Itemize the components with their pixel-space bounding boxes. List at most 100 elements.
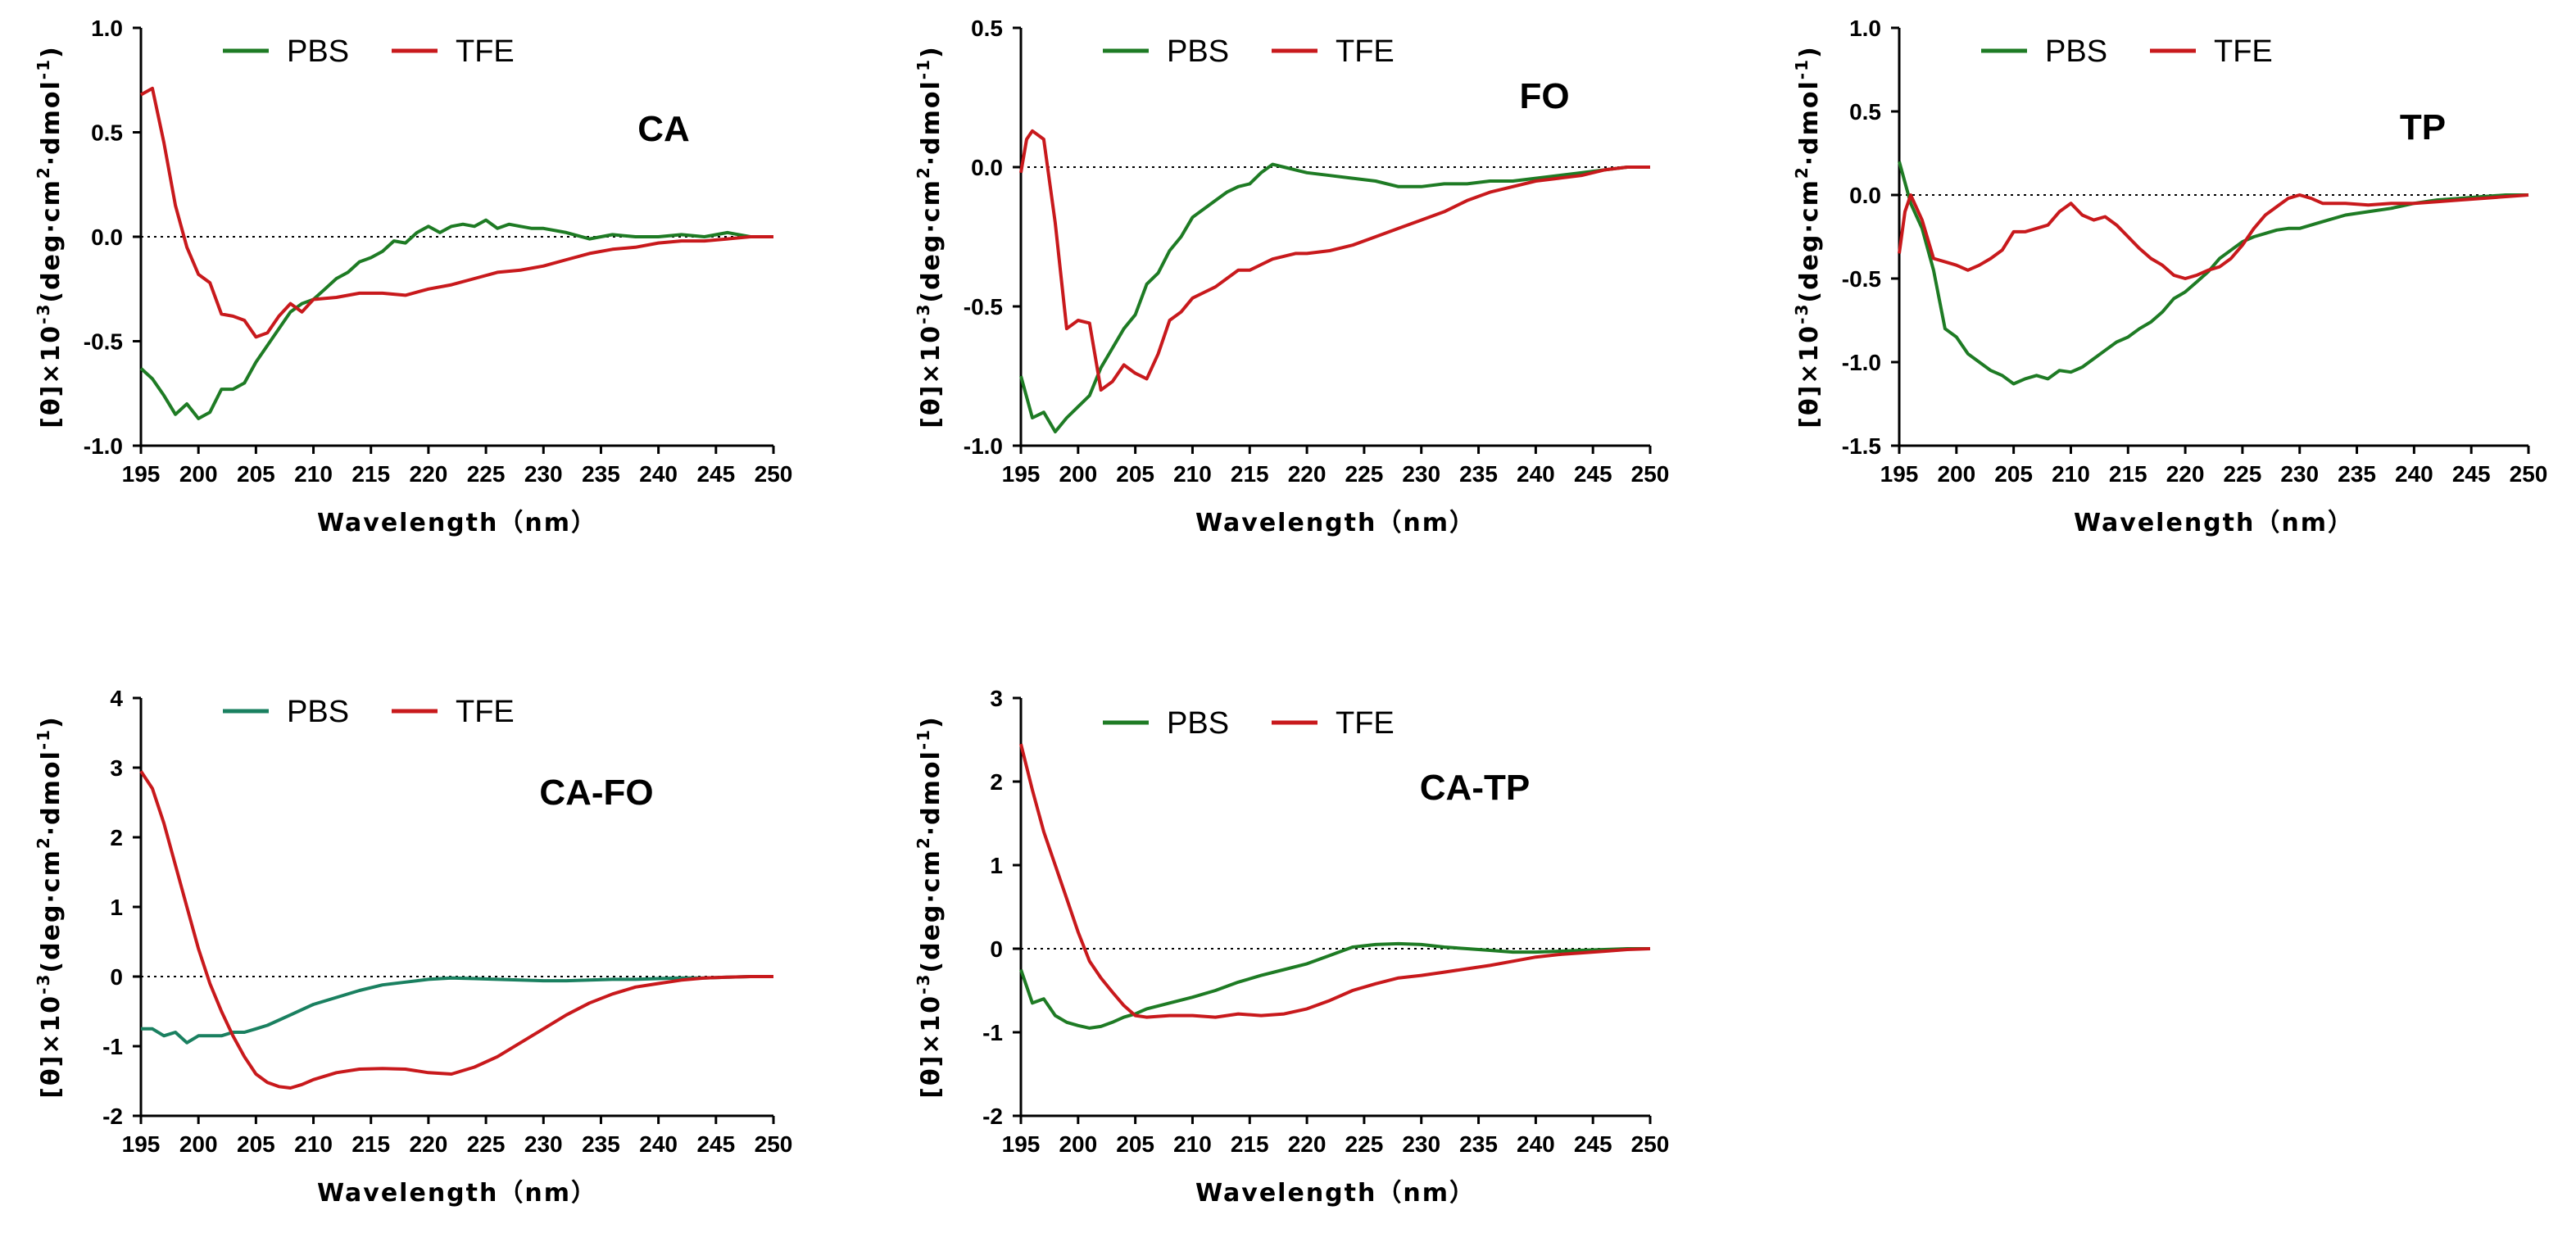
chart-panel-ca: 195 200 205 210 215 220 225 230 235 240 245 250 1.0 0…	[34, 16, 792, 537]
x-tick-label: 220	[1288, 461, 1327, 487]
x-axis-title: Wavelength（nm）	[317, 1179, 597, 1208]
x-tick-label: 250	[755, 461, 793, 487]
chart-panel-ca-tp: 195 200 205 210 215 220 225 230 235 240 245 2503210…	[914, 686, 1669, 1208]
series-line-pbs	[141, 975, 773, 1045]
y-tick-label: 0	[990, 936, 1003, 962]
panel-label: TP	[2400, 107, 2446, 147]
legend-label-tfe: TFE	[456, 34, 515, 69]
x-axis-title: Wavelength（nm）	[1195, 509, 1476, 537]
x-tick-label: 220	[2166, 461, 2205, 487]
x-tick-label: 230	[524, 461, 563, 487]
x-tick-label: 220	[410, 1131, 448, 1157]
legend: PBS TFE	[1981, 34, 2273, 69]
y-tick-label: 1	[110, 895, 123, 920]
panel-label: FO	[1519, 76, 1569, 116]
x-tick-label: 195	[1880, 461, 1919, 487]
x-tick-label: 205	[237, 1131, 275, 1157]
x-tick-label: 250	[2510, 461, 2548, 487]
series-line-pbs	[1898, 161, 2528, 386]
x-tick-label: 210	[2052, 461, 2090, 487]
x-tick-label: 200	[179, 1131, 218, 1157]
legend-label-tfe: TFE	[456, 695, 515, 729]
y-tick-label: 0.0	[91, 224, 123, 250]
y-tick-label: -0.5	[964, 294, 1003, 320]
y-tick-label: -2	[982, 1104, 1003, 1129]
x-tick-label: 215	[1231, 461, 1269, 487]
x-tick-label: 200	[1059, 461, 1097, 487]
legend: PBS TFE	[1103, 34, 1395, 69]
x-axis-title: Wavelength（nm）	[1195, 1179, 1476, 1208]
x-tick-label: 195	[1002, 461, 1041, 487]
x-tick-label: 230	[1402, 461, 1440, 487]
x-tick-label: 245	[1574, 461, 1612, 487]
x-tick-label: 215	[2109, 461, 2147, 487]
legend-label-pbs: PBS	[1167, 706, 1229, 741]
x-tick-label: 205	[1116, 461, 1154, 487]
panel-label: CA-FO	[539, 773, 653, 813]
x-tick-label: 240	[2395, 461, 2433, 487]
x-tick-label: 240	[1517, 461, 1555, 487]
series-line-pbs	[1019, 162, 1650, 433]
x-tick-label: 235	[1459, 1131, 1498, 1157]
x-axis-title: Wavelength（nm）	[317, 509, 597, 537]
x-tick-label: 245	[696, 461, 735, 487]
panel-label: CA	[637, 109, 690, 149]
x-tick-label: 200	[1937, 461, 1975, 487]
series-line-tfe	[1019, 129, 1650, 392]
x-tick-label: 245	[2452, 461, 2491, 487]
x-tick-label: 250	[1631, 1131, 1670, 1157]
y-tick-label: 1.0	[1849, 16, 1881, 41]
y-tick-label: 0	[110, 964, 123, 990]
y-tick-label: 0.5	[1849, 99, 1881, 125]
x-tick-label: 225	[1345, 1131, 1384, 1157]
y-tick-label: 0.0	[971, 155, 1003, 180]
x-tick-label: 250	[1631, 461, 1670, 487]
y-tick-label: -1.0	[1842, 350, 1881, 375]
x-tick-label: 210	[1173, 1131, 1212, 1157]
y-tick-label: 0.5	[91, 120, 123, 146]
x-tick-label: 225	[2224, 461, 2262, 487]
x-tick-label: 205	[1994, 461, 2033, 487]
y-tick-label: 4	[110, 686, 123, 711]
y-axis-title: [θ]×10-3(deg·cm2·dmol-1)	[1792, 45, 1824, 428]
x-tick-label: 195	[122, 1131, 161, 1157]
y-tick-label: 0.5	[971, 16, 1003, 41]
y-tick-label: 2	[110, 825, 123, 850]
x-tick-label: 215	[351, 461, 390, 487]
y-tick-label: 3	[110, 755, 123, 781]
y-axis-title: [θ]×10-3(deg·cm2·dmol-1)	[914, 45, 946, 428]
legend: PBS TFE	[1103, 706, 1395, 741]
x-tick-label: 205	[237, 461, 275, 487]
x-tick-label: 195	[1002, 1131, 1041, 1157]
y-tick-label: -1.0	[84, 433, 123, 459]
x-tick-label: 235	[1459, 461, 1498, 487]
x-tick-label: 250	[755, 1131, 793, 1157]
legend-label-pbs: PBS	[287, 34, 349, 69]
x-tick-label: 215	[351, 1131, 390, 1157]
x-tick-label: 210	[294, 461, 333, 487]
y-tick-label: -1.5	[1842, 433, 1881, 459]
x-tick-label: 210	[1173, 461, 1212, 487]
legend: PBS TFE	[223, 695, 515, 729]
x-tick-label: 235	[582, 1131, 620, 1157]
series-line-tfe	[139, 770, 773, 1090]
y-tick-label: -1	[102, 1034, 123, 1059]
x-tick-label: 215	[1231, 1131, 1269, 1157]
series-line-tfe	[1898, 193, 2529, 280]
x-tick-label: 230	[1402, 1131, 1440, 1157]
y-axis-title: [θ]×10-3(deg·cm2·dmol-1)	[914, 715, 946, 1098]
x-tick-label: 225	[467, 1131, 506, 1157]
panel-label: CA-TP	[1420, 768, 1530, 808]
series-line-tfe	[1019, 743, 1651, 1019]
x-tick-label: 245	[696, 1131, 735, 1157]
x-tick-label: 225	[1345, 461, 1384, 487]
series-line-tfe	[140, 86, 773, 339]
x-tick-label: 230	[524, 1131, 563, 1157]
y-axis-title: [θ]×10-3(deg·cm2·dmol-1)	[34, 45, 66, 428]
legend-label-tfe: TFE	[1336, 706, 1395, 741]
y-tick-label: -1	[982, 1020, 1003, 1045]
x-tick-label: 195	[122, 461, 161, 487]
x-tick-label: 220	[410, 461, 448, 487]
y-tick-label: -0.5	[1842, 266, 1881, 292]
